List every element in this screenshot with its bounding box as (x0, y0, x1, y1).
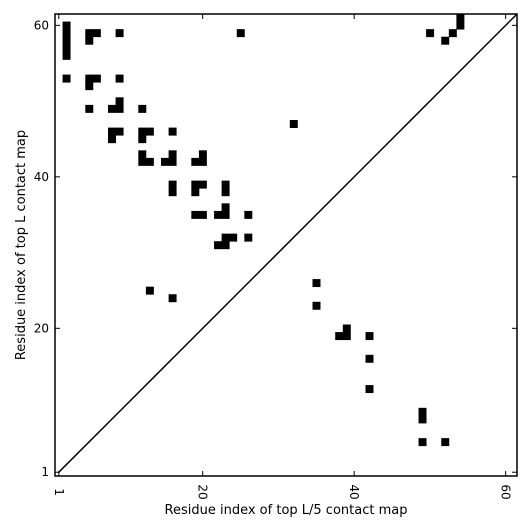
axis-ticks: 1 20 40 60 1 20 40 60 (34, 14, 517, 500)
contact-cell-upper (168, 188, 177, 197)
contact-cell-lower (418, 415, 427, 424)
contact-cell-upper (85, 74, 94, 83)
x-axis-label: Residue index of top L/5 contact map (165, 503, 408, 518)
contact-cell-lower (448, 29, 457, 38)
contact-cell-upper (115, 97, 124, 106)
contact-cell-upper (145, 127, 154, 136)
contact-cell-upper (115, 74, 124, 83)
contact-cell-upper (85, 104, 94, 113)
contact-cell-upper (85, 82, 94, 91)
contact-cell-upper (138, 150, 147, 159)
contact-cell-upper (168, 294, 177, 303)
contact-cell-upper (108, 104, 116, 113)
contact-cell-upper (221, 241, 230, 250)
contact-cell-upper (244, 233, 253, 242)
contact-cell-upper (168, 127, 177, 136)
contact-cell-upper (214, 241, 223, 250)
contact-cell-upper (85, 36, 94, 45)
contact-cell-upper (244, 210, 253, 219)
contact-cell-upper (138, 104, 147, 113)
contact-cell-upper (221, 210, 230, 219)
diagonal-line (58, 13, 518, 473)
contact-cell-upper (115, 104, 124, 113)
contact-cell-lower (426, 29, 435, 38)
contact-cell-lower (365, 385, 374, 394)
contact-cell-upper (138, 135, 147, 144)
contact-cell-upper (191, 188, 200, 197)
contact-cell-upper (62, 36, 71, 45)
y-tick-label: 60 (34, 18, 49, 32)
contact-cell-lower (342, 332, 351, 341)
contact-cell-upper (145, 157, 154, 166)
contact-cell-upper (168, 180, 177, 189)
y-tick-label: 1 (41, 465, 49, 479)
contact-cell-lower (342, 324, 351, 333)
contact-cells (62, 14, 465, 447)
contact-cell-upper (115, 127, 124, 136)
x-tick-label: 20 (196, 484, 210, 499)
contact-cell-upper (138, 127, 147, 136)
contact-cell-upper (214, 210, 223, 219)
contact-cell-upper (62, 21, 71, 30)
plot-frame (54, 13, 518, 477)
contact-cell-upper (198, 210, 207, 219)
contact-cell-lower (312, 301, 321, 310)
contact-cell-lower (456, 21, 465, 30)
contact-cell-upper (115, 29, 124, 38)
contact-cell-upper (289, 120, 298, 128)
contact-cell-lower (312, 279, 321, 288)
x-tick-label: 1 (52, 488, 66, 496)
contact-cell-upper (62, 29, 71, 38)
contact-cell-upper (161, 157, 169, 166)
contact-cell-upper (85, 29, 94, 38)
contact-cell-upper (221, 203, 230, 212)
contact-cell-upper (145, 286, 154, 295)
contact-cell-upper (138, 157, 147, 166)
contact-cell-upper (229, 233, 238, 242)
contact-cell-upper (108, 135, 116, 144)
contact-cell-upper (221, 233, 230, 242)
contact-cell-upper (198, 150, 207, 159)
contact-cell-upper (236, 29, 245, 38)
contact-cell-lower (441, 36, 450, 45)
contact-cell-upper (191, 157, 200, 166)
contact-cell-upper (198, 157, 207, 166)
y-tick-label: 20 (34, 321, 49, 335)
contact-cell-lower (418, 438, 427, 447)
contact-cell-upper (168, 150, 177, 159)
contact-cell-upper (92, 29, 101, 38)
contact-cell-upper (191, 180, 200, 189)
contact-cell-upper (62, 44, 71, 53)
contact-cell-lower (456, 14, 465, 22)
contact-cell-upper (168, 157, 177, 166)
y-tick-label: 40 (34, 170, 49, 184)
contact-cell-lower (365, 354, 374, 363)
contact-cell-lower (335, 332, 344, 341)
contact-cell-upper (62, 74, 71, 83)
contact-cell-upper (221, 188, 230, 197)
contact-cell-lower (441, 438, 450, 447)
contact-cell-upper (221, 180, 230, 189)
x-tick-label: 40 (347, 484, 361, 499)
contact-cell-lower (365, 332, 374, 341)
contact-cell-upper (92, 74, 101, 83)
y-axis-label: Residue index of top L contact map (14, 130, 29, 360)
contact-cell-lower (418, 407, 427, 416)
x-tick-label: 60 (499, 484, 513, 499)
contact-cell-upper (108, 127, 116, 136)
contact-cell-upper (62, 51, 71, 60)
contact-cell-upper (198, 180, 207, 189)
contact-cell-upper (191, 210, 200, 219)
